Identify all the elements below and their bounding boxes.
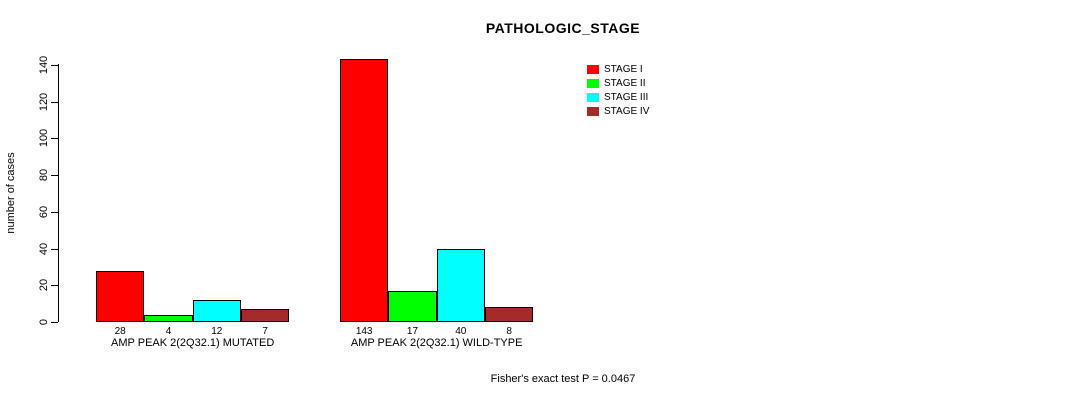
legend-label: STAGE IV [604, 105, 650, 117]
legend-label: STAGE I [604, 63, 643, 75]
legend-swatch-icon [587, 64, 599, 74]
bar-value-label: 17 [406, 326, 419, 337]
legend-swatch-icon [587, 92, 599, 102]
bar-value-label: 40 [455, 326, 467, 337]
legend-item: STAGE III [587, 90, 649, 104]
bar-value-label: 7 [262, 326, 268, 337]
y-axis-tick [51, 138, 58, 140]
legend-item: STAGE II [587, 76, 649, 90]
y-axis-tick-label: 80 [38, 169, 50, 182]
y-axis-tick-label: 120 [38, 92, 50, 111]
bar [240, 309, 290, 322]
y-axis-tick [51, 322, 58, 323]
bar [484, 307, 534, 322]
bar [388, 290, 437, 322]
y-axis-tick [51, 248, 58, 250]
y-axis-tick [51, 175, 58, 177]
legend-item: STAGE IV [587, 104, 649, 118]
y-axis-tick [51, 65, 58, 66]
bar [340, 59, 389, 322]
y-axis-tick-label: 100 [38, 129, 50, 148]
bar-value-label: 8 [506, 326, 512, 337]
y-axis-tick-label: 0 [38, 318, 50, 326]
footnote: Fisher's exact test P = 0.0467 [490, 373, 636, 385]
legend-swatch-icon [587, 78, 599, 88]
bar-value-label: 143 [355, 326, 373, 337]
chart-title: PATHOLOGIC_STAGE [485, 20, 641, 36]
y-axis-tick-label: 40 [38, 242, 50, 255]
legend-label: STAGE II [604, 77, 646, 89]
legend: STAGE I STAGE II STAGE III STAGE IV [587, 62, 649, 118]
legend-swatch-icon [587, 106, 599, 116]
x-axis-group-label: AMP PEAK 2(2Q32.1) MUTATED [111, 337, 275, 349]
bar-value-label: 4 [165, 326, 172, 337]
bar [436, 248, 485, 322]
legend-label: STAGE III [604, 91, 649, 103]
bar-value-label: 28 [114, 326, 126, 337]
y-axis-tick-label: 140 [38, 55, 50, 75]
y-axis-line [58, 64, 59, 322]
y-axis-tick-label: 60 [38, 205, 50, 218]
x-axis-group-label: AMP PEAK 2(2Q32.1) WILD-TYPE [350, 337, 523, 349]
y-axis-tick [51, 211, 58, 213]
bar [96, 270, 145, 322]
bar-value-label: 12 [211, 326, 223, 337]
y-axis-tick [51, 101, 58, 103]
bar [144, 314, 193, 322]
legend-item: STAGE I [587, 62, 649, 76]
bar [192, 299, 241, 322]
y-axis-tick [51, 285, 58, 287]
y-axis-tick-label: 20 [38, 279, 50, 292]
